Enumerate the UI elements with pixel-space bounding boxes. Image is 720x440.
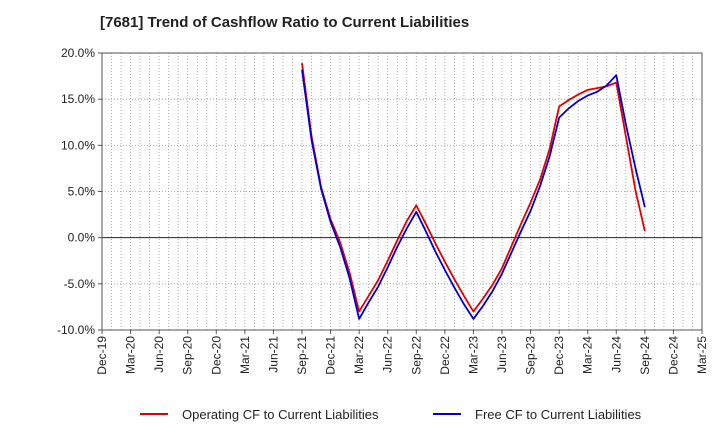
x-tick-label: Jun-20 (152, 336, 166, 373)
series-line-operating-cf (301, 63, 646, 313)
legend-label: Free CF to Current Liabilities (475, 407, 642, 422)
x-tick-label: Sep-24 (638, 336, 652, 375)
x-tick-label: Mar-24 (581, 336, 595, 374)
x-tick-label: Mar-21 (238, 336, 252, 374)
series-line-free-cf (301, 69, 646, 320)
legend-label: Operating CF to Current Liabilities (182, 407, 379, 422)
axes: 20.0% 15.0% 10.0% 5.0% 0.0% -5.0% -10.0%Dec-19… (57, 46, 709, 375)
y-tick-label: 20.0% (61, 46, 95, 60)
x-tick-label: Jun-21 (266, 336, 280, 373)
x-tick-label: Dec-22 (438, 336, 452, 375)
x-tick-label: Sep-23 (524, 336, 538, 375)
x-tick-label: Dec-21 (324, 336, 338, 375)
grid (102, 52, 702, 331)
x-tick-label: Mar-23 (466, 336, 480, 374)
series-lines (301, 63, 646, 320)
y-tick-label: -10.0% (57, 323, 95, 337)
x-tick-label: Sep-22 (409, 336, 423, 375)
y-tick-label: 15.0% (61, 92, 95, 106)
x-tick-label: Dec-20 (209, 336, 223, 375)
x-tick-label: Jun-23 (495, 336, 509, 373)
x-tick-label: Mar-22 (352, 336, 366, 374)
x-tick-label: Mar-20 (124, 336, 138, 374)
x-tick-label: Dec-19 (95, 336, 109, 375)
y-tick-label: -5.0% (64, 277, 96, 291)
y-tick-label: 10.0% (61, 138, 95, 152)
x-tick-label: Jun-22 (381, 336, 395, 373)
y-tick-label: 0.0% (68, 231, 96, 245)
legend: Operating CF to Current Liabilities Free … (140, 407, 642, 422)
x-tick-label: Mar-25 (695, 336, 709, 374)
x-tick-label: Dec-24 (666, 336, 680, 375)
x-tick-label: Jun-24 (609, 336, 623, 373)
x-tick-label: Dec-23 (552, 336, 566, 375)
x-tick-label: Sep-21 (295, 336, 309, 375)
x-tick-label: Sep-20 (181, 336, 195, 375)
y-tick-label: 5.0% (68, 185, 96, 199)
chart-title: [7681] Trend of Cashflow Ratio to Curren… (100, 14, 470, 31)
